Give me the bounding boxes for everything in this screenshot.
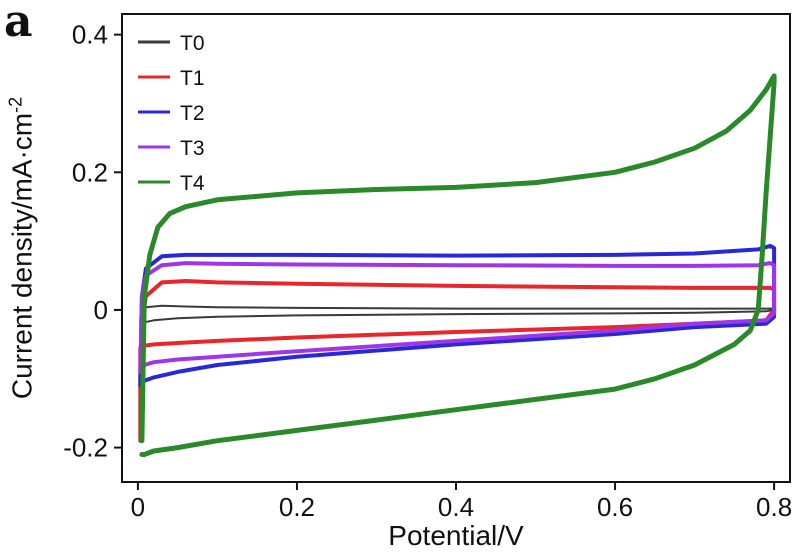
x-tick-label: 0 <box>131 492 145 522</box>
tick-layer: 0 0.2 0.4 0.6 0.8 -0.2 0 0.2 0.4 <box>63 20 792 522</box>
x-tick-label: 0.4 <box>438 492 474 522</box>
series-line-t3 <box>138 261 777 374</box>
y-axis-label-text: Current density/mA·cm <box>6 112 38 400</box>
legend-label-t2: T2 <box>180 102 205 125</box>
series-layer <box>138 73 777 457</box>
x-tick-label: 0.8 <box>756 492 792 522</box>
series-line-t0 <box>139 304 776 327</box>
legend: T0 T1 T2 T3 T4 <box>138 32 205 195</box>
y-axis-label-superscript: -2 <box>5 96 26 113</box>
legend-label-t1: T1 <box>180 67 205 90</box>
series-line-t4 <box>139 73 777 457</box>
legend-label-t0: T0 <box>180 32 205 55</box>
y-tick-label: 0 <box>94 295 108 325</box>
y-tick-label: 0.4 <box>72 20 108 50</box>
series-line-t2 <box>138 243 777 388</box>
y-tick-label: 0.2 <box>72 157 108 187</box>
panel-label: a <box>4 0 33 47</box>
y-tick-label: -0.2 <box>63 433 108 463</box>
x-axis-label: Potential/V <box>388 520 524 551</box>
y-axis-label: Current density/mA·cm-2 <box>5 97 38 399</box>
x-tick-label: 0.2 <box>279 492 315 522</box>
legend-label-t3: T3 <box>180 137 205 160</box>
series-line-t1 <box>138 279 777 443</box>
legend-label-t4: T4 <box>180 172 205 195</box>
x-tick-label: 0.6 <box>597 492 633 522</box>
